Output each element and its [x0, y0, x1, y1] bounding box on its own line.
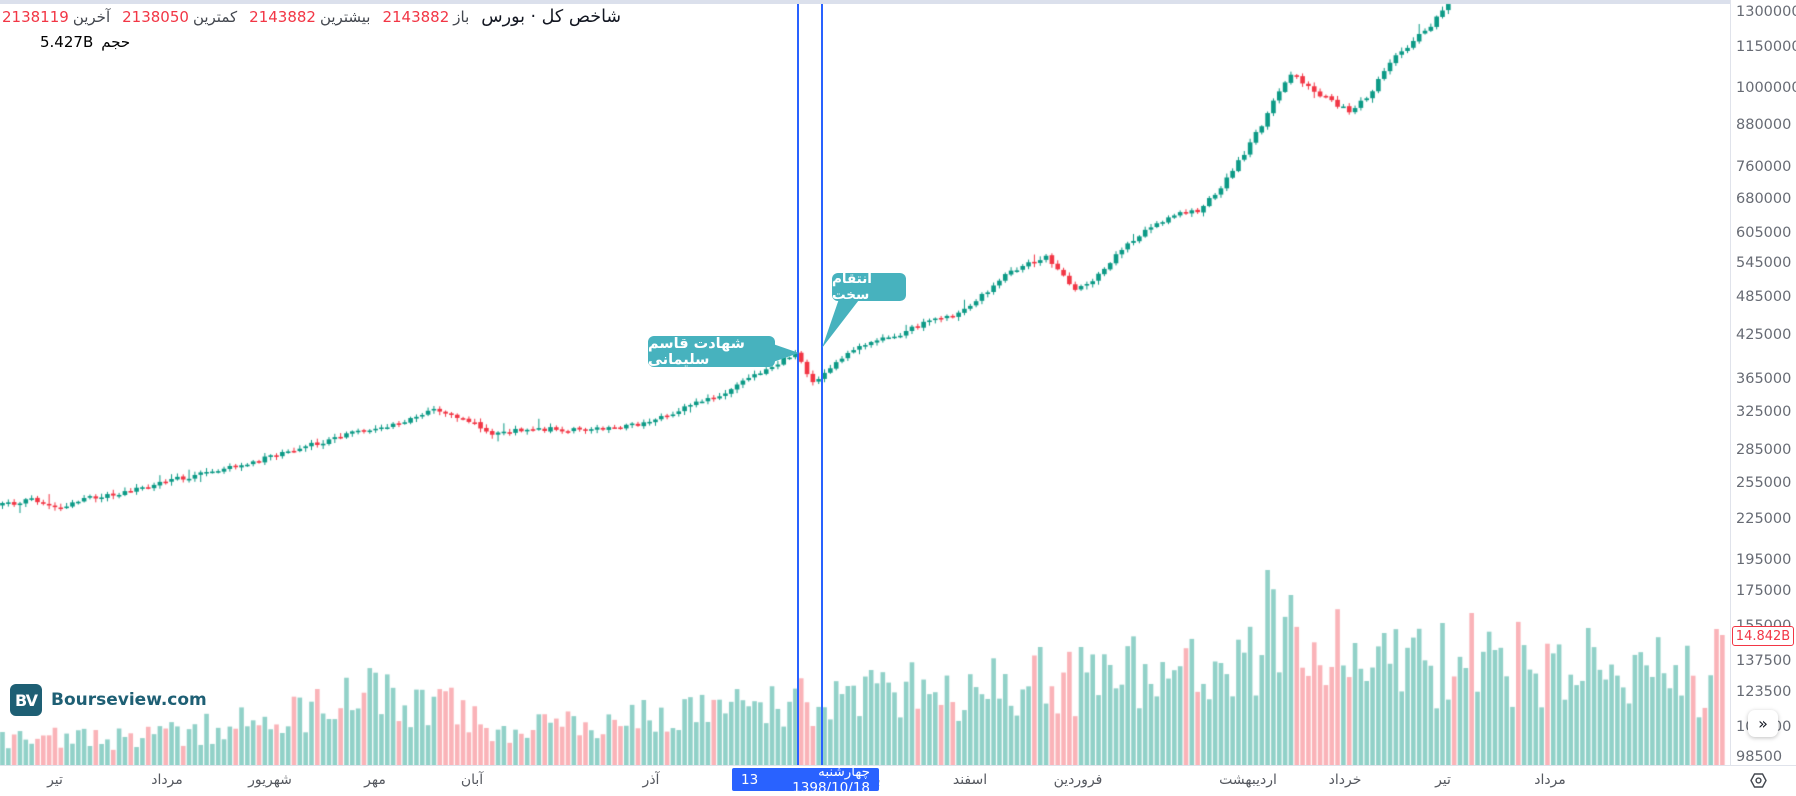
- month-tick-label: اردیبهشت: [1219, 772, 1277, 788]
- price-axis[interactable]: 14.842B 1300000 1150000 1000000 880000 76000…: [1730, 0, 1796, 765]
- callout-revenge[interactable]: انتقام سخت: [832, 271, 906, 303]
- callout-soleimani-pointer: [773, 344, 799, 362]
- candlestick-volume-canvas[interactable]: [0, 0, 1730, 765]
- collapse-panel-button[interactable]: »: [1748, 710, 1778, 737]
- price-tick-label: 545000: [1736, 254, 1792, 271]
- price-tick-label: 680000: [1736, 191, 1792, 208]
- low-value: 2138050: [122, 8, 189, 26]
- date-tag-day: 13: [741, 771, 759, 788]
- settings-icon[interactable]: [1749, 771, 1768, 790]
- price-tick-label: 98500: [1736, 749, 1783, 766]
- price-tick-label: 325000: [1736, 404, 1792, 421]
- price-tick-label: 1000000: [1736, 79, 1796, 96]
- time-axis[interactable]: 13 چهارشنبه 1398/10/18 تیر مرداد شهریور مهر…: [0, 764, 1796, 796]
- callout-soleimani[interactable]: شهادت قاسم سلیمانی: [648, 335, 775, 368]
- event-line-revenge[interactable]: [821, 4, 823, 765]
- callout-revenge-pointer: [822, 296, 862, 348]
- event-line-soleimani[interactable]: [797, 4, 799, 765]
- callout-revenge-label: انتقام سخت: [832, 271, 872, 303]
- ohlc-open: باز 2143882: [382, 8, 469, 26]
- price-tick-label: 425000: [1736, 326, 1792, 343]
- symbol-title: شاخص کل · بورس: [481, 7, 622, 27]
- price-tick-label: 1150000: [1736, 39, 1796, 56]
- ohlc-high: بیشترین 2143882: [249, 8, 370, 26]
- price-tick-label: 760000: [1736, 158, 1792, 175]
- month-tick-label: مرداد: [151, 772, 183, 788]
- price-tick-label: 225000: [1736, 510, 1792, 527]
- price-tick-label: 255000: [1736, 474, 1792, 491]
- month-tick-label: خرداد: [1328, 772, 1362, 788]
- date-crosshair-tag: 13 چهارشنبه 1398/10/18: [732, 764, 879, 796]
- volume-value: 5.427B: [40, 33, 94, 51]
- month-tick-label: اسفند: [952, 772, 988, 788]
- price-tick-label: 365000: [1736, 370, 1792, 387]
- low-label: کمترین: [192, 8, 238, 26]
- last-label: آخرین: [72, 8, 111, 26]
- volume-label: حجم: [101, 33, 131, 51]
- volume-legend: حجم 5.427B: [40, 33, 130, 51]
- date-tag-date: چهارشنبه 1398/10/18: [792, 763, 870, 796]
- price-tick-label: 137500: [1736, 653, 1792, 670]
- last-value: 2138119: [2, 8, 69, 26]
- month-tick-label: آذر: [642, 772, 660, 788]
- volume-value-tag: 14.842B: [1732, 626, 1794, 646]
- symbol-legend: شاخص کل · بورس باز 2143882 بیشترین 21438…: [2, 7, 621, 27]
- month-tick-label: تیر: [47, 772, 63, 788]
- month-tick-label: فروردین: [1053, 772, 1103, 788]
- price-tick-label: 175000: [1736, 583, 1792, 600]
- price-tick-label: 285000: [1736, 442, 1792, 459]
- price-tick-label: 1300000: [1736, 3, 1796, 20]
- price-tick-label: 123500: [1736, 684, 1792, 701]
- callout-soleimani-label: شهادت قاسم سلیمانی: [648, 335, 745, 368]
- price-tick-label: 605000: [1736, 224, 1792, 241]
- high-label: بیشترین: [319, 8, 371, 26]
- month-tick-label: آبان: [460, 772, 484, 788]
- month-tick-label: شهریور: [248, 772, 292, 788]
- ohlc-low: کمترین 2138050: [122, 8, 237, 26]
- month-tick-label: مرداد: [1534, 772, 1566, 788]
- open-label: باز: [453, 8, 470, 26]
- month-tick-label: تیر: [1435, 772, 1451, 788]
- price-tick-label: 195000: [1736, 552, 1792, 569]
- price-tick-label: 880000: [1736, 116, 1792, 133]
- month-tick-label: مهر: [364, 772, 386, 788]
- ohlc-last: آخرین 2138119: [2, 8, 110, 26]
- bourseview-logo[interactable]: BV Bourseview.com: [10, 684, 207, 716]
- chart-pane[interactable]: شهادت قاسم سلیمانی انتقام سخت شاخص کل · …: [0, 0, 1730, 765]
- bourseview-logo-text: Bourseview.com: [51, 690, 207, 710]
- bourseview-logo-icon: BV: [10, 684, 42, 716]
- high-value: 2143882: [249, 8, 316, 26]
- open-value: 2143882: [382, 8, 450, 26]
- price-tick-label: 485000: [1736, 288, 1792, 305]
